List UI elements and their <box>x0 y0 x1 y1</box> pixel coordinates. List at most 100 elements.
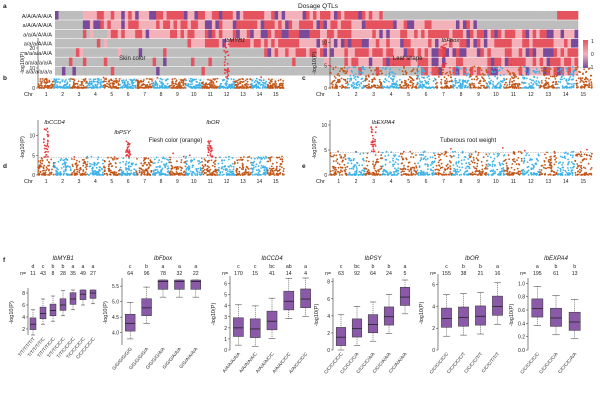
chromosome-points-1 <box>329 65 349 89</box>
heatmap-row-label: a/A/A/A/A/A <box>22 23 52 29</box>
snp-point <box>377 151 380 153</box>
heatmap-cell <box>82 66 87 76</box>
y-tick-label: 10 <box>29 134 35 140</box>
snp-point <box>159 165 161 167</box>
snp-point <box>335 87 337 89</box>
heatmap-cell <box>75 38 80 48</box>
heatmap-cell <box>543 38 547 48</box>
heatmap-cell <box>536 66 540 76</box>
snp-point <box>236 162 239 164</box>
heatmap-cell <box>574 66 579 76</box>
chr-tick-label: 8 <box>160 92 163 98</box>
heatmap-cell <box>546 11 551 20</box>
snp-point <box>413 166 415 169</box>
heatmap-cell <box>243 66 248 76</box>
heatmap-cell <box>271 29 275 39</box>
snp-point <box>124 174 127 176</box>
heatmap-cell <box>100 57 105 67</box>
snp-point <box>392 171 395 173</box>
snp-point <box>344 78 347 81</box>
snp-point <box>445 78 448 80</box>
snp-point <box>54 161 56 164</box>
significant-snp <box>441 63 444 66</box>
snp-point <box>442 68 444 71</box>
heatmap-cell <box>149 38 153 48</box>
snp-point <box>445 82 448 85</box>
snp-point <box>449 154 452 157</box>
chr-tick-label: 14 <box>257 179 263 185</box>
snp-point <box>374 154 377 156</box>
significant-snp <box>371 134 374 137</box>
snp-point <box>178 172 181 175</box>
snp-point <box>391 174 394 176</box>
snp-point <box>479 67 482 70</box>
snp-point <box>244 84 246 86</box>
snp-point <box>361 72 364 74</box>
snp-point <box>417 174 420 176</box>
heatmap-cell <box>480 20 485 29</box>
snp-point <box>246 171 248 174</box>
snp-point <box>410 156 412 158</box>
heatmap-cell <box>260 48 265 57</box>
snp-point <box>344 87 347 89</box>
snp-point <box>199 174 202 176</box>
heatmap-cell <box>117 38 122 48</box>
heatmap-cell <box>571 38 575 48</box>
heatmap-cell <box>170 48 174 57</box>
heatmap-cell <box>333 38 338 48</box>
heatmap-cell <box>253 66 258 76</box>
heatmap-cell <box>354 20 359 29</box>
heatmap-cell <box>438 48 443 57</box>
heatmap-cell <box>497 48 502 57</box>
heatmap-cell <box>142 66 146 76</box>
snp-point <box>350 162 353 165</box>
snp-point <box>124 163 127 166</box>
snp-point <box>70 78 72 80</box>
snp-point <box>474 70 476 72</box>
heatmap-cell <box>246 57 251 67</box>
snp-point <box>40 86 43 89</box>
snp-point <box>214 163 216 166</box>
snp-point <box>152 162 155 165</box>
heatmap-cell <box>442 66 446 76</box>
snp-point <box>335 168 337 171</box>
chr-tick-label: 5 <box>110 92 113 98</box>
trait-title: Tuberous root weight <box>440 138 496 144</box>
heatmap-cell <box>494 11 499 20</box>
snp-point <box>39 80 42 82</box>
heatmap-cell <box>354 11 359 20</box>
snp-point <box>554 73 557 76</box>
snp-point <box>94 83 97 86</box>
heatmap-cell <box>455 38 460 48</box>
chr-axis-label: Chr <box>316 92 325 98</box>
heatmap-cell <box>455 48 460 57</box>
snp-point <box>166 168 169 170</box>
heatmap-cell <box>407 66 411 76</box>
snp-point <box>50 171 53 174</box>
snp-point <box>279 158 282 161</box>
snp-point <box>63 159 66 161</box>
snp-point <box>219 84 221 87</box>
heatmap-cell <box>170 29 174 39</box>
heatmap-cell <box>358 11 363 20</box>
snp-point <box>353 77 356 79</box>
heatmap-cell <box>382 66 387 76</box>
heatmap-cell <box>459 57 464 67</box>
snp-point <box>208 173 211 176</box>
snp-point <box>171 83 174 85</box>
snp-point <box>352 66 355 69</box>
snp-point <box>64 79 67 81</box>
snp-point <box>235 85 238 88</box>
snp-point <box>176 166 179 168</box>
heatmap-cell <box>131 11 136 20</box>
heatmap-cell <box>232 29 237 39</box>
snp-point <box>359 71 362 74</box>
heatmap-cell <box>326 29 331 39</box>
heatmap-cell <box>264 20 268 29</box>
snp-point <box>251 86 254 88</box>
heatmap-cell <box>414 38 418 48</box>
significant-snp <box>224 69 227 72</box>
snp-point <box>152 173 155 176</box>
heatmap-cell <box>211 29 216 39</box>
snp-point <box>539 84 542 87</box>
